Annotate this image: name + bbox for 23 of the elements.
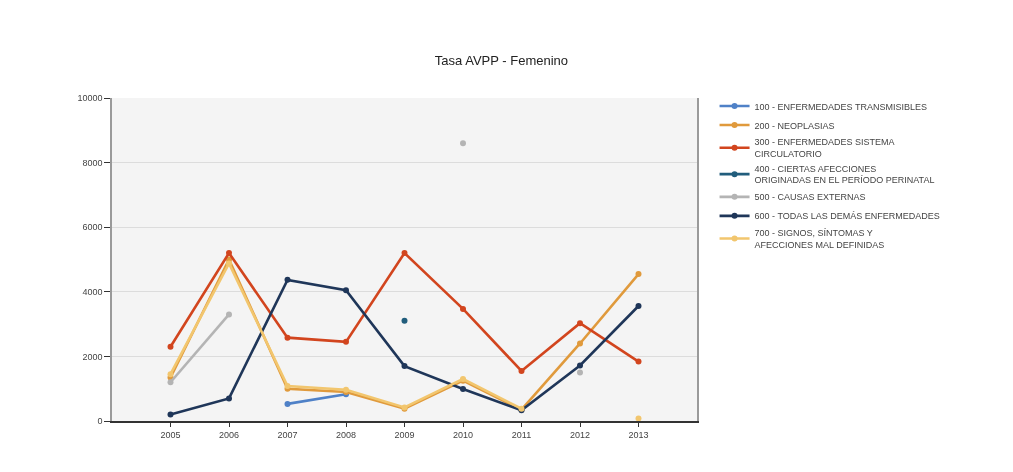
legend-label: 600 - TODAS LAS DEMÁS ENFERMEDADES (754, 211, 940, 222)
legend-label: 200 - NEOPLASIAS (754, 120, 835, 131)
x-tick-label: 2009 (394, 429, 415, 440)
legend-label: 700 - SIGNOS, SÍNTOMAS Y AFECCIONES MAL DEFINIDAS (754, 228, 885, 250)
legend-label: 300 - ENFERMEDADES SISTEMA CIRCULATORIO (754, 137, 895, 160)
x-tick-label: 2008 (335, 429, 357, 440)
x-tick-label: 2013 (628, 429, 649, 440)
x-tick-label: 2006 (218, 429, 240, 440)
x-tick-label: 2005 (160, 429, 181, 440)
x-tick-label: 2007 (277, 429, 298, 440)
y-tick-label: 2000 (82, 351, 103, 362)
legend-label: 400 - CIERTAS AFECCIONES ORIGINADAS EN EL PERÍODO PERINATAL (754, 163, 935, 186)
y-tick-label: 8000 (82, 157, 103, 168)
x-tick-label: 2011 (511, 429, 532, 440)
y-tick-label: 6000 (82, 222, 103, 233)
y-tick-label: 10000 (77, 93, 103, 104)
chart-title: Tasa AVPP - Femenino (434, 52, 569, 68)
x-tick-label: 2010 (452, 429, 474, 440)
legend-label: 500 - CAUSAS EXTERNAS (754, 192, 866, 203)
y-tick-label: 0 (97, 416, 103, 427)
y-tick-label: 4000 (82, 286, 103, 297)
x-tick-label: 2012 (569, 429, 591, 440)
legend-label: 100 - ENFERMEDADES TRANSMISIBLES (754, 101, 927, 112)
